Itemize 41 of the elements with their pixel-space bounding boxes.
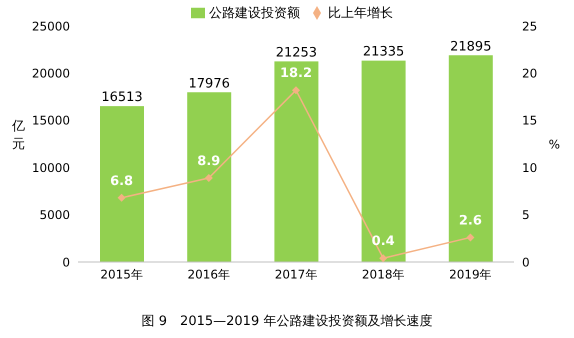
y2-tick-label: 0 <box>522 255 530 270</box>
x-tick-label: 2016年 <box>188 268 230 282</box>
x-tick-label: 2017年 <box>274 268 318 282</box>
y2-tick-label: 20 <box>522 66 538 80</box>
y2-tick-label: 5 <box>522 208 530 222</box>
data-label: 6.8 <box>110 174 134 189</box>
y2-tick-label: 10 <box>522 160 538 175</box>
y2-tick-label: 25 <box>522 19 538 34</box>
y-tick-label: 5000 <box>39 208 70 222</box>
text: 图 9 2015—2019 年公路建设投资额及增长速度 <box>140 313 434 330</box>
legend-label: 公路建设投资额 <box>209 6 300 21</box>
data-label: 18.2 <box>280 66 312 82</box>
y-axis-title: 亿元 <box>12 118 26 154</box>
data-label: 21335 <box>362 44 404 60</box>
bar <box>362 60 406 262</box>
point <box>292 86 300 94</box>
data-label: 17976 <box>188 76 230 92</box>
bar <box>100 106 144 262</box>
x-tick-label: 2019年 <box>449 268 492 282</box>
point <box>118 194 126 202</box>
data-label: 8.9 <box>197 154 220 169</box>
y-tick-label: 20000 <box>32 66 70 80</box>
data-label: 16513 <box>101 90 143 106</box>
y-tick-label: 0 <box>62 255 70 270</box>
point <box>204 174 213 182</box>
y-tick-label: 15000 <box>32 114 70 128</box>
y2-axis-title: % <box>548 137 560 152</box>
legend-label: 比上年增长 <box>328 6 393 21</box>
y-tick-label: 10000 <box>32 160 70 175</box>
y2-tick-label: 15 <box>522 114 538 128</box>
data-label: 21253 <box>276 45 318 60</box>
bar <box>187 92 232 262</box>
data-label: 2.6 <box>458 213 482 228</box>
point <box>379 254 388 262</box>
point <box>466 233 474 242</box>
y-tick-label: 25000 <box>32 19 70 34</box>
bar <box>448 55 493 262</box>
x-tick-label: 2015年 <box>100 268 143 282</box>
x-tick-label: 2018年 <box>362 268 404 282</box>
bar <box>274 61 318 262</box>
data-label: 21895 <box>450 39 492 54</box>
